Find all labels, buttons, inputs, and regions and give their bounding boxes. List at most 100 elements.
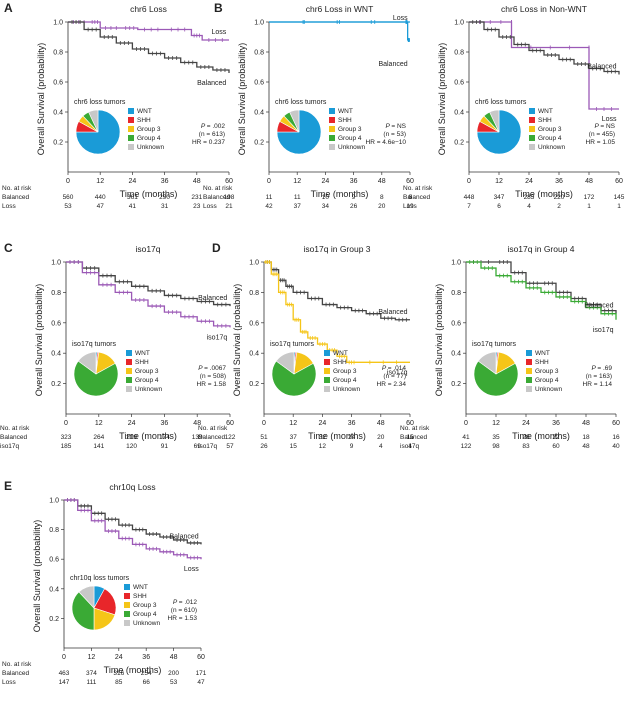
p-value: P = .012 [173, 599, 198, 606]
km-curve-loss [64, 499, 202, 560]
legend-swatch [128, 126, 134, 132]
legend-label: Group 4 [333, 377, 357, 384]
x-tick-label: 24 [319, 420, 327, 427]
x-tick-label: 12 [96, 178, 104, 185]
risk-count: 374 [86, 670, 97, 677]
risk-header: No. at risk [2, 661, 32, 668]
x-tick-label: 36 [348, 420, 356, 427]
risk-count: 145 [614, 194, 625, 201]
risk-count: 24 [348, 434, 356, 441]
km-curve-iso17q [466, 261, 617, 320]
x-tick-label: 0 [467, 178, 471, 185]
risk-header: No. at risk [2, 185, 32, 192]
series-label: Balanced [198, 295, 227, 302]
legend-swatch [526, 359, 532, 365]
p-value: P = .002 [201, 123, 226, 130]
x-tick-label: 60 [225, 178, 233, 185]
risk-count: 37 [290, 434, 298, 441]
pie-slice-unknown [88, 109, 99, 133]
legend-label: Unknown [538, 144, 565, 151]
hr-value: HR = 2.34 [377, 381, 407, 388]
x-tick-label: 12 [293, 178, 301, 185]
p-value: P = .014 [382, 365, 407, 372]
risk-count: 323 [61, 434, 72, 441]
legend-label: Group 3 [133, 602, 157, 609]
risk-count: 147 [59, 679, 70, 686]
x-tick-label: 60 [612, 420, 620, 427]
x-tick-label: 60 [615, 178, 623, 185]
legend-label: Group 3 [137, 126, 161, 133]
risk-count: 316 [113, 670, 124, 677]
pie-slice-unknown [77, 351, 97, 375]
legend-label: WNT [338, 108, 353, 115]
legend-swatch [126, 350, 132, 356]
x-tick-label: 24 [128, 420, 136, 427]
x-tick-label: 24 [322, 178, 330, 185]
y-tick-label: 0.4 [51, 351, 61, 358]
legend-label: Group 3 [333, 368, 357, 375]
x-tick-label: 48 [377, 420, 385, 427]
y-tick-label: 0.4 [49, 586, 59, 593]
risk-count: 41 [462, 434, 470, 441]
series-label: Loss [393, 15, 408, 22]
pie-title: iso17q tumors [270, 341, 314, 348]
y-tick-label: 0.2 [451, 381, 461, 388]
n-value: (n = 508) [200, 373, 226, 380]
risk-count: 120 [126, 443, 137, 450]
legend-label: Group 4 [133, 611, 157, 618]
risk-count: 560 [63, 194, 74, 201]
risk-count: 91 [161, 443, 169, 450]
x-axis-title: Time (months) [308, 431, 366, 441]
n-value: (n = 455) [589, 131, 615, 138]
legend-label: Group 3 [135, 368, 159, 375]
legend-swatch [128, 117, 134, 123]
y-tick-label: 0.6 [454, 80, 464, 87]
legend-label: SHH [538, 117, 552, 124]
pie-slice-unknown [289, 109, 300, 133]
pie-slice-group-4 [71, 591, 95, 631]
km-curve-balanced [68, 21, 230, 73]
panel-letter: A [4, 1, 13, 15]
risk-count: 53 [170, 679, 178, 686]
legend-label: Unknown [338, 144, 365, 151]
risk-count: 19 [406, 203, 414, 210]
risk-count: 440 [95, 194, 106, 201]
series-label: iso17q [207, 334, 228, 341]
risk-count: 122 [225, 434, 236, 441]
y-tick-label: 1.0 [451, 260, 461, 267]
legend-label: Unknown [133, 620, 160, 627]
panel-title: iso17q in Group 3 [303, 244, 370, 254]
legend-swatch [529, 144, 535, 150]
legend-label: SHH [135, 359, 149, 366]
legend-label: Group 4 [535, 377, 559, 384]
km-curve-balanced [66, 261, 231, 307]
legend-label: SHH [535, 359, 549, 366]
hr-value: HR = 1.53 [168, 615, 198, 622]
pie-slice-unknown [275, 351, 295, 375]
risk-row-label: Balanced [0, 434, 27, 441]
y-tick-label: 0.2 [454, 140, 464, 147]
panel-letter: D [212, 241, 221, 255]
y-tick-label: 0.8 [53, 50, 63, 57]
y-tick-label: 1.0 [51, 260, 61, 267]
legend-swatch [529, 126, 535, 132]
risk-count: 21 [225, 203, 233, 210]
pie-slice-group-4 [473, 360, 519, 397]
risk-count: 26 [350, 203, 358, 210]
x-tick-label: 0 [267, 178, 271, 185]
pie-slice-group-4 [271, 360, 317, 397]
series-label: iso17q [387, 369, 408, 376]
legend-swatch [124, 620, 130, 626]
legend-swatch [329, 126, 335, 132]
pie-title: chr6 loss tumors [74, 99, 126, 106]
y-tick-label: 0.8 [249, 290, 259, 297]
risk-count: 219 [126, 434, 137, 441]
y-tick-label: 0.4 [249, 351, 259, 358]
series-label: Balanced [197, 80, 226, 87]
risk-count: 185 [61, 443, 72, 450]
y-tick-label: 1.0 [49, 498, 59, 505]
x-tick-label: 60 [226, 420, 234, 427]
legend-label: Group 3 [535, 368, 559, 375]
